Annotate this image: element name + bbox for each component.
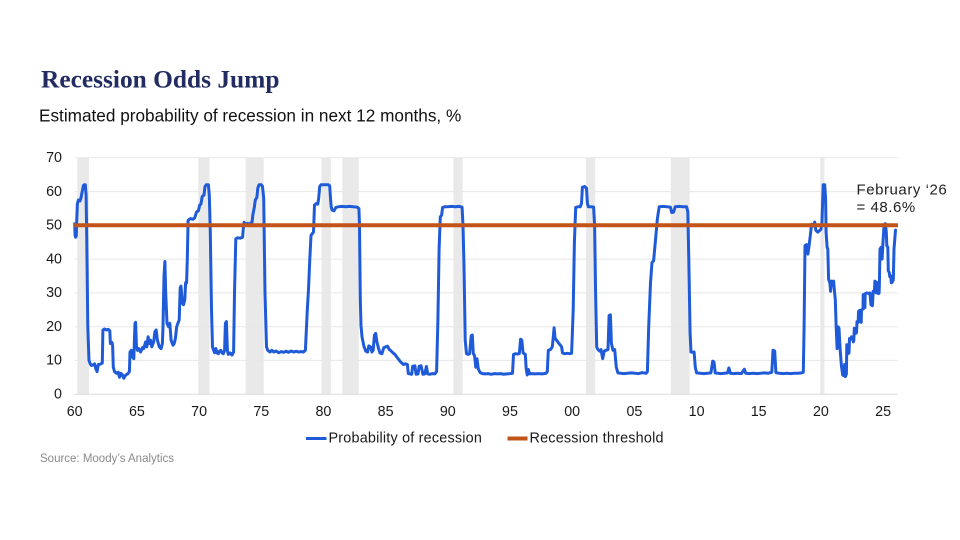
svg-text:80: 80 xyxy=(315,404,331,420)
svg-text:15: 15 xyxy=(751,404,767,420)
svg-text:60: 60 xyxy=(67,404,83,420)
svg-text:65: 65 xyxy=(129,404,145,420)
svg-text:75: 75 xyxy=(253,404,269,420)
svg-text:20: 20 xyxy=(813,404,829,420)
svg-text:00: 00 xyxy=(564,404,580,420)
svg-text:40: 40 xyxy=(46,251,62,267)
svg-text:Recession threshold: Recession threshold xyxy=(530,431,664,447)
svg-text:10: 10 xyxy=(689,404,705,420)
svg-text:30: 30 xyxy=(46,285,62,301)
svg-text:95: 95 xyxy=(502,404,518,420)
svg-text:70: 70 xyxy=(191,404,207,420)
svg-text:70: 70 xyxy=(46,150,62,166)
svg-text:85: 85 xyxy=(378,404,394,420)
svg-text:= 48.6%: = 48.6% xyxy=(857,199,916,216)
svg-text:February ‘26: February ‘26 xyxy=(857,182,948,199)
svg-text:90: 90 xyxy=(440,404,456,420)
svg-text:0: 0 xyxy=(54,386,62,402)
svg-text:Source: Moody’s Analytics: Source: Moody’s Analytics xyxy=(40,453,174,465)
svg-text:Estimated probability of reces: Estimated probability of recession in ne… xyxy=(39,106,461,126)
svg-text:Probability of recession: Probability of recession xyxy=(329,431,483,447)
svg-text:60: 60 xyxy=(46,184,62,200)
svg-text:05: 05 xyxy=(626,404,642,420)
svg-text:25: 25 xyxy=(875,404,891,420)
svg-text:20: 20 xyxy=(46,319,62,335)
svg-text:10: 10 xyxy=(46,353,62,369)
svg-text:50: 50 xyxy=(46,218,62,234)
svg-text:Recession Odds Jump: Recession Odds Jump xyxy=(41,66,279,94)
